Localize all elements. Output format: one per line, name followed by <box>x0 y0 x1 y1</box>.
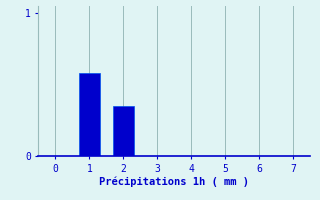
Bar <box>113 106 134 156</box>
X-axis label: Précipitations 1h ( mm ): Précipitations 1h ( mm ) <box>100 176 249 187</box>
Bar <box>79 73 100 156</box>
